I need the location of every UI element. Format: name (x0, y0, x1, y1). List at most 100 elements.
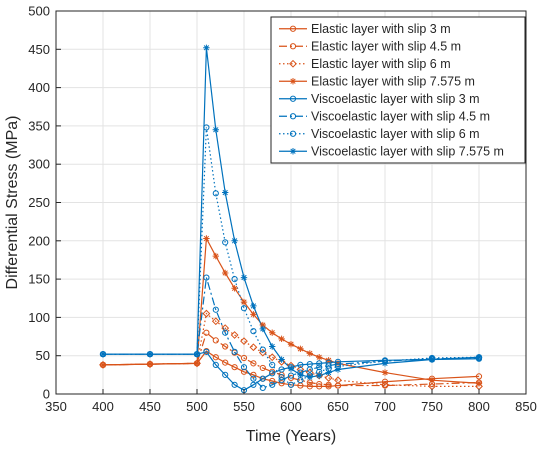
series-5-point (278, 366, 285, 373)
series-7-point (259, 346, 266, 353)
series-8-point (325, 369, 332, 376)
series-4-point (297, 345, 304, 353)
x-tick-label: 700 (374, 399, 396, 414)
series-4-point (99, 361, 107, 369)
series-5-point (259, 375, 266, 382)
series-4-point (203, 235, 210, 242)
series-8-point (203, 44, 210, 51)
series-4-point (306, 350, 313, 357)
x-tick-label: 600 (280, 399, 302, 414)
series-7-point (231, 276, 238, 283)
y-tick-label: 150 (28, 272, 50, 287)
series-2-point (222, 343, 229, 350)
legend-label: Viscoelastic layer with slip 6 m (311, 127, 480, 141)
series-1-point (212, 354, 219, 361)
series-1-point (316, 383, 323, 390)
y-axis-title: Differential Stress (MPa) (4, 116, 21, 290)
y-tick-label: 50 (36, 348, 50, 363)
legend-label: Viscoelastic layer with slip 7.575 m (311, 145, 504, 159)
series-1-point (381, 378, 389, 385)
series-8-point (222, 189, 229, 196)
series-4-point (278, 335, 285, 343)
legend-label: Elastic layer with slip 3 m (311, 22, 451, 36)
series-8-point (287, 365, 295, 372)
series-7-point (287, 381, 295, 388)
series-7-point (222, 239, 229, 246)
x-tick-label: 650 (327, 399, 349, 414)
legend-marker (289, 78, 297, 85)
series-4-point (287, 341, 295, 348)
series-5-point (269, 370, 276, 377)
series-1-point (250, 371, 257, 378)
series-4-point (250, 311, 257, 318)
y-tick-label: 450 (28, 42, 50, 57)
series-3-point (211, 317, 220, 326)
series-2-point (316, 380, 323, 388)
series-1-point (240, 368, 248, 375)
series-3-point (249, 343, 258, 352)
x-tick-label: 750 (421, 399, 443, 414)
series-2-point (287, 374, 295, 382)
series-6-point (212, 306, 219, 313)
y-tick-label: 200 (28, 233, 50, 248)
series-2-point (212, 337, 219, 344)
series-8-point (278, 356, 285, 363)
series-2-point (250, 360, 257, 367)
series-3-point (381, 380, 389, 389)
series-1-point (222, 359, 229, 366)
legend-marker (289, 43, 297, 50)
series-2-point (203, 329, 210, 336)
series-8-point (428, 356, 436, 363)
series-8-point (297, 371, 304, 379)
series-7-point (250, 328, 257, 335)
legend-box (270, 16, 526, 164)
series-8-point (316, 372, 323, 379)
series-4-point (193, 360, 201, 367)
x-tick-label: 400 (92, 399, 114, 414)
series-line-7 (103, 127, 480, 386)
series-6-point (259, 384, 266, 391)
series-6-point (240, 364, 248, 371)
series-5-point (203, 348, 210, 355)
legend: Elastic layer with slip 3 m Elastic layer… (270, 16, 526, 164)
legend-marker (289, 148, 297, 155)
series-2-point (325, 381, 332, 388)
series-7-point (203, 124, 210, 131)
series-8-point (146, 350, 154, 358)
series-5-point (231, 381, 238, 388)
y-tick-label: 400 (28, 80, 50, 95)
series-4-point (269, 329, 276, 336)
series-5-point (212, 361, 219, 368)
series-1-point (475, 373, 483, 380)
series-8-point (259, 325, 266, 333)
series-8-point (475, 354, 483, 361)
series-4-point (240, 298, 248, 306)
legend-marker (289, 130, 297, 137)
series-6-point (306, 366, 313, 373)
y-tick-label: 500 (28, 4, 50, 19)
legend-marker (289, 113, 297, 120)
legend-label: Elastic layer with slip 7.575 m (311, 75, 475, 89)
series-2-point (240, 354, 248, 362)
series-5-point (325, 359, 332, 366)
legend-label: Elastic layer with slip 6 m (311, 57, 451, 71)
y-tick-label: 250 (28, 195, 50, 210)
series-4-point (146, 360, 154, 368)
y-tick-label: 300 (28, 157, 50, 172)
series-3-point (221, 324, 230, 333)
series-7-point (212, 190, 219, 197)
legend-marker (289, 59, 297, 68)
series-5-point (222, 371, 229, 378)
series-line-6 (103, 277, 480, 389)
x-tick-label: 550 (233, 399, 255, 414)
series-1-point (306, 383, 313, 390)
axis-ticks: 350 400 450 500 550 600 650 700 750 800 850 0 50 100 1… (28, 4, 537, 415)
x-tick-label: 450 (139, 399, 161, 414)
series-7-point (269, 361, 276, 368)
series-4-point (259, 321, 266, 329)
series-7-point (278, 374, 285, 381)
series-3-point (334, 376, 342, 385)
series-3-point (324, 374, 333, 382)
series-6-point (250, 375, 257, 382)
series-8-point (250, 302, 257, 310)
